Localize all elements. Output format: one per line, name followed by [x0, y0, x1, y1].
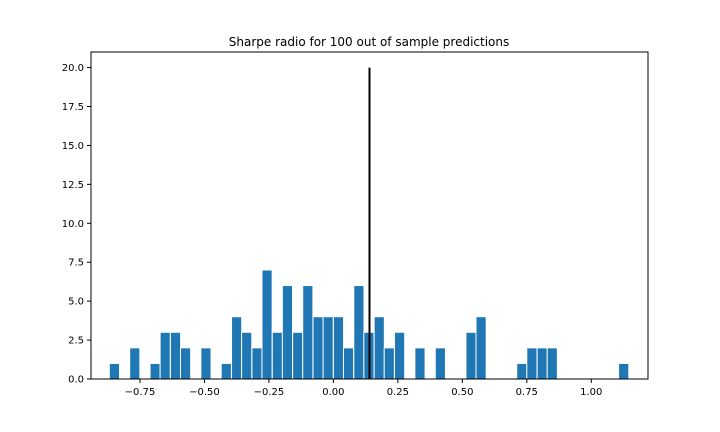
histogram-bar — [475, 316, 487, 380]
histogram-bar — [179, 347, 192, 380]
y-tick-label: 20.0 — [62, 63, 84, 74]
histogram-bar — [149, 362, 161, 380]
x-tick-label: −0.25 — [254, 387, 285, 398]
plot-frame — [90, 51, 649, 380]
y-tick-label: 2.5 — [68, 336, 84, 347]
y-axis-ticks: 0.0 2.5 5.0 7.5 10.0 12.5 15.0 17.5 20.0 — [62, 63, 91, 386]
histogram-bar — [394, 331, 406, 380]
histogram-bar — [322, 316, 334, 380]
histogram-bar — [332, 316, 345, 380]
histogram-bar — [241, 331, 253, 380]
histogram-bar — [108, 362, 120, 380]
histogram-bar — [312, 316, 324, 380]
histogram-bar — [526, 347, 538, 380]
histogram-bar — [546, 347, 558, 380]
histogram-bar — [200, 347, 212, 380]
histogram-bar — [373, 316, 385, 380]
y-tick-label: 12.5 — [62, 180, 84, 191]
histogram-bar — [292, 331, 304, 380]
histogram-bar — [434, 347, 446, 380]
histogram-bar — [353, 285, 365, 380]
x-tick-label: 0.00 — [322, 387, 344, 398]
histogram-bar — [271, 331, 283, 380]
x-axis-ticks: −0.75 −0.50 −0.25 0.00 0.25 0.50 0.75 1.00 — [125, 379, 602, 398]
histogram-bar — [536, 347, 548, 380]
y-tick-label: 15.0 — [62, 141, 84, 152]
y-tick-label: 0.0 — [68, 375, 84, 386]
histogram-bar — [220, 362, 232, 380]
histogram-bar — [231, 316, 243, 380]
histogram-bar — [281, 285, 294, 380]
histogram-bar — [342, 347, 355, 380]
histogram-bar — [129, 347, 141, 380]
y-tick-label: 7.5 — [68, 258, 84, 269]
x-tick-label: 1.00 — [580, 387, 602, 398]
histogram-bar — [169, 331, 182, 380]
y-tick-label: 10.0 — [62, 219, 84, 230]
histogram-bar — [159, 331, 171, 380]
y-tick-label: 5.0 — [68, 297, 84, 308]
x-tick-label: 0.75 — [516, 387, 538, 398]
x-tick-label: −0.50 — [189, 387, 220, 398]
histogram-bar — [251, 347, 263, 380]
chart-title: Sharpe radio for 100 out of sample predi… — [229, 35, 510, 49]
y-tick-label: 17.5 — [62, 102, 84, 113]
x-tick-label: 0.50 — [451, 387, 473, 398]
x-tick-label: 0.25 — [387, 387, 409, 398]
histogram-bar — [383, 347, 395, 380]
x-tick-label: −0.75 — [125, 387, 156, 398]
histogram-bar — [414, 347, 426, 380]
histogram-bar — [302, 285, 314, 380]
histogram-bar — [465, 331, 477, 380]
histogram-bar — [516, 362, 528, 380]
histogram-bar — [618, 362, 630, 380]
bars-group — [108, 269, 630, 380]
histogram-bar — [261, 269, 273, 380]
